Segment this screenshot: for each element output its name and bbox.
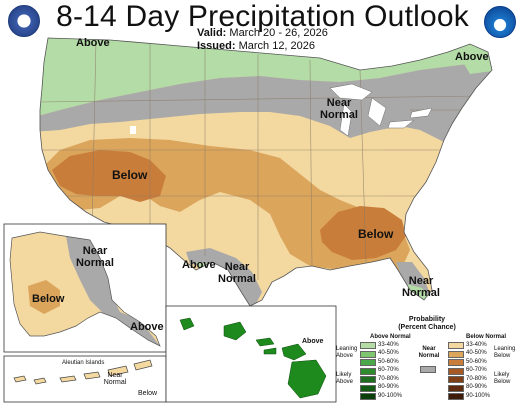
legend-above-swatch-1: [360, 342, 376, 349]
legend-below-header: Below Normal: [466, 334, 507, 340]
label-near-normal-northeast: Near Normal: [320, 97, 358, 121]
legend-below-swatch-1: [448, 342, 464, 349]
issued-value: March 12, 2026: [238, 40, 316, 52]
label-above-northwest: Above: [76, 37, 110, 49]
issued-label: Issued:: [197, 40, 236, 52]
legend-below-range-6: 80-90%: [466, 384, 487, 390]
legend-leaning-below: Leaning Below: [494, 346, 516, 359]
legend-below-swatch-2: [448, 350, 464, 358]
valid-value: March 20 - 26, 2026: [229, 27, 328, 39]
legend-below-range-4: 60-70%: [466, 367, 487, 373]
legend-title-line1: Probability: [408, 316, 446, 323]
legend-above-range-3: 50-60%: [378, 358, 399, 365]
legend-likely-below: Likely Below: [494, 372, 511, 385]
legend-above-range-4: 60-70%: [378, 367, 399, 373]
legend-below-swatch-7: [448, 393, 464, 400]
legend-below-range-5: 70-80%: [466, 375, 487, 382]
legend-below-range-1: 33-40%: [466, 341, 487, 348]
legend-above-range-6: 80-90%: [378, 384, 399, 390]
label-near-normal-florida: Near Normal: [402, 275, 440, 299]
page-title: 8-14 Day Precipitation Outlook: [56, 0, 469, 33]
valid-label: Valid:: [197, 27, 227, 39]
label-below-southwest: Below: [112, 168, 148, 182]
issued-line: Issued: March 12, 2026: [197, 40, 315, 52]
label-aleutian-near-normal: Near Normal: [103, 372, 127, 387]
legend-above-swatch-7: [360, 393, 376, 400]
label-above-northeast: Above: [455, 51, 489, 63]
legend-below-swatch-5: [448, 376, 464, 383]
legend-leaning-above: Leaning Above: [336, 346, 358, 359]
legend-above-swatch-2: [360, 350, 376, 358]
legend-near-swatch: [420, 366, 436, 373]
legend-below-swatch-4: [448, 367, 464, 375]
legend-below-range-2: 40-50%: [466, 350, 487, 356]
label-alaska-above: Above: [130, 321, 164, 333]
legend-above-range-5: 70-80%: [378, 375, 399, 382]
legend-above-swatch-5: [360, 376, 376, 383]
legend-above-range-7: 90-100%: [378, 392, 403, 399]
label-aleutian-below: Below: [138, 390, 158, 397]
legend-below-range-7: 90-100%: [466, 392, 491, 399]
legend-below-swatch-3: [448, 359, 464, 366]
label-hawaii-above: Above: [302, 338, 324, 345]
alaska-outline: [9, 231, 161, 347]
doc-seal-icon: [8, 5, 40, 37]
valid-line: Valid: March 20 - 26, 2026: [197, 27, 328, 39]
legend-below-range-3: 50-60%: [466, 358, 487, 365]
legend-above-swatch-3: [360, 359, 376, 366]
legend-title-line2: (Percent Chance): [398, 323, 456, 331]
label-aleutian-islands: Aleutian Islands: [62, 360, 105, 366]
legend-near-header: Near Normal: [418, 346, 440, 359]
legend-title: Probability (Percent Chance): [392, 316, 462, 331]
legend-above-range-2: 40-50%: [378, 350, 399, 356]
label-alaska-near-normal: Near Normal: [76, 245, 114, 269]
legend-above-header: Above Normal: [370, 334, 411, 340]
label-below-southeast: Below: [358, 227, 394, 241]
legend-above-range-1: 33-40%: [378, 341, 399, 348]
noaa-logo-icon: [484, 6, 516, 38]
label-above-texas: Above: [182, 259, 216, 271]
legend-likely-above: Likely Above: [336, 372, 354, 385]
legend-above-swatch-4: [360, 367, 376, 375]
legend-below-swatch-6: [448, 384, 464, 392]
label-alaska-below: Below: [32, 293, 65, 305]
conus-outline: [39, 37, 493, 307]
label-near-normal-texas: Near Normal: [218, 261, 256, 285]
legend-above-swatch-6: [360, 384, 376, 392]
